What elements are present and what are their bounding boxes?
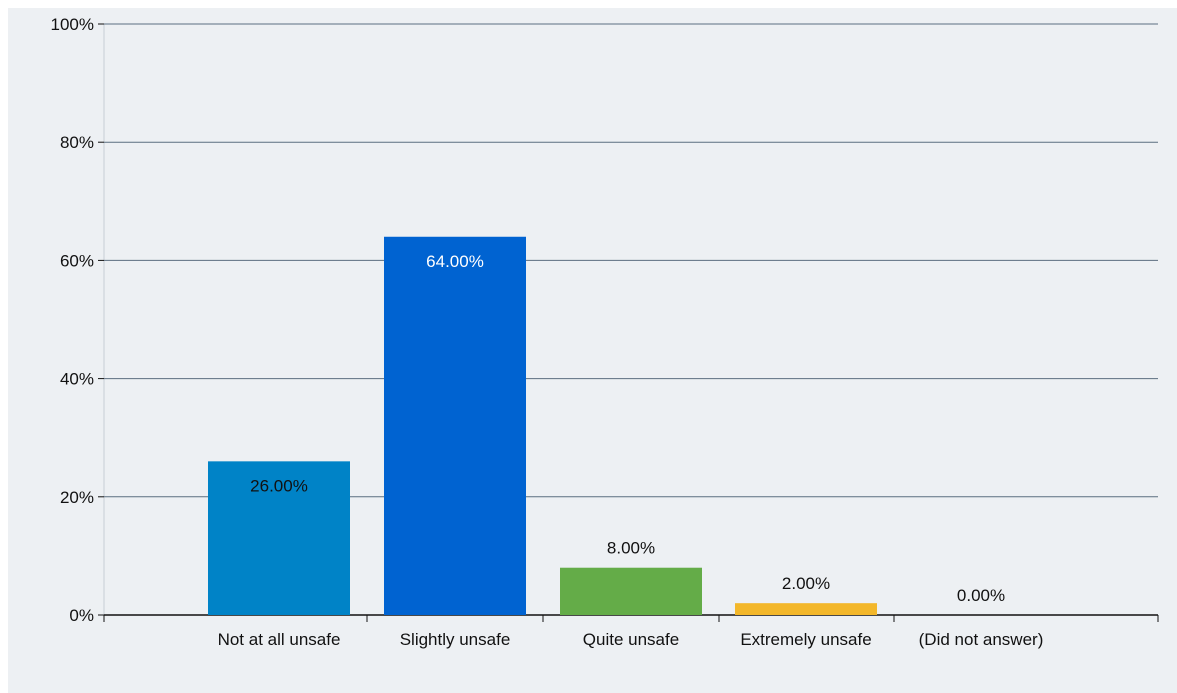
bar <box>208 461 350 615</box>
data-label: 2.00% <box>782 574 830 593</box>
x-category-label: Quite unsafe <box>583 630 679 649</box>
bar <box>560 567 702 615</box>
y-tick-label: 60% <box>60 251 94 270</box>
y-tick-label: 100% <box>51 15 94 34</box>
data-label: 8.00% <box>607 539 655 558</box>
data-label: 26.00% <box>250 476 308 495</box>
bar <box>735 603 877 615</box>
x-category-label: Not at all unsafe <box>218 630 341 649</box>
y-tick-label: 40% <box>60 370 94 389</box>
x-category-label: Extremely unsafe <box>740 630 871 649</box>
x-category-label: (Did not answer) <box>919 630 1044 649</box>
data-label: 0.00% <box>957 586 1005 605</box>
y-tick-label: 20% <box>60 488 94 507</box>
y-tick-label: 80% <box>60 133 94 152</box>
y-tick-label: 0% <box>69 606 94 625</box>
x-category-label: Slightly unsafe <box>400 630 511 649</box>
data-label: 64.00% <box>426 252 484 271</box>
bar <box>384 236 526 615</box>
